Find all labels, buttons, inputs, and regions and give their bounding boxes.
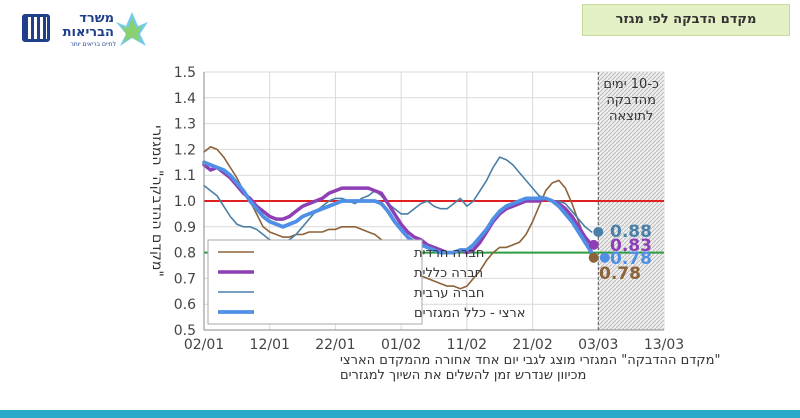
series-line-general <box>202 163 594 255</box>
endpoint-dot-national <box>599 252 610 263</box>
y-axis-label: "מקדם ההדבקה" המגזרי <box>149 125 165 277</box>
endpoint-label-arab: 0.88 <box>610 222 652 242</box>
chart-legend: חברה חרדית חברה כללית חברה ערבית ארצי - כלל… <box>207 239 525 325</box>
y-tick-label: 0.6 <box>174 297 196 313</box>
y-tick-label: 1.0 <box>174 194 196 210</box>
shaded-region-label: מהדבקה <box>606 93 656 108</box>
logo-org-name-line2: הבריאות <box>62 25 114 40</box>
y-tick-label: 1.2 <box>174 142 196 158</box>
shaded-region-label: כ-10 ימים <box>603 77 659 92</box>
y-tick-label: 0.9 <box>174 220 196 236</box>
x-tick-label: 02/01 <box>184 337 224 353</box>
y-tick-label: 1.1 <box>174 168 196 184</box>
bottom-accent-bar <box>0 410 800 418</box>
endpoint-label-national: 0.78 <box>610 249 652 269</box>
endpoint-label-general: 0.83 <box>610 236 652 256</box>
footnote: "מקדם ההדבקה" המגזרי מוצג לגבי יום אחד א… <box>340 353 760 383</box>
chart-axes: 0.5 0.6 0.7 0.8 0.9 1.0 1.1 1.2 1.3 1.4 1.5 02/01 12… <box>149 65 684 353</box>
menorah-emblem-icon <box>22 14 50 42</box>
endpoint-markers: 0.880.830.780.78 <box>588 222 652 284</box>
legend-label-haredi: חברה חרדית <box>414 246 484 261</box>
x-tick-label: 22/01 <box>315 337 355 353</box>
shaded-region-label: לתוצאה <box>609 109 653 124</box>
x-tick-label: 03/03 <box>578 337 618 353</box>
legend-box <box>207 239 423 325</box>
endpoint-label-haredi: 0.78 <box>599 264 641 284</box>
x-tick-label: 12/01 <box>250 337 290 353</box>
y-tick-label: 0.5 <box>174 323 196 339</box>
x-tick-label: 21/02 <box>512 337 552 353</box>
y-tick-label: 0.8 <box>174 246 196 262</box>
endpoint-dot-arab <box>593 226 604 237</box>
logo-tagline: לחיים בריאים יותר <box>70 41 116 48</box>
y-tick-label: 0.7 <box>174 271 196 287</box>
x-tick-label: 13/03 <box>644 337 684 353</box>
star-logo-icon <box>116 12 148 46</box>
logo-org-name: משרד הבריאות <box>58 12 114 40</box>
logo-org-name-line1: משרד <box>79 11 114 26</box>
series-line-arab <box>203 156 593 244</box>
page-title: מקדם הדבקה לפי מגזר <box>582 4 790 36</box>
footnote-line2: מכיוון שנדרש זמן להשלים את השיוך למגזרים <box>340 368 587 383</box>
legend-label-arab: חברה ערבית <box>414 286 484 301</box>
y-tick-label: 1.5 <box>174 65 196 81</box>
x-tick-label: 11/02 <box>447 337 487 353</box>
legend-label-national: ארצי - כלל המגזרים <box>414 306 525 321</box>
ministry-logo: משרד הבריאות לחיים בריאים יותר <box>22 8 148 50</box>
y-tick-label: 1.3 <box>174 117 196 133</box>
series-line-national <box>202 160 594 255</box>
legend-label-general: חברה כללית <box>414 266 483 281</box>
endpoint-dot-haredi <box>588 252 599 263</box>
endpoint-dot-general <box>588 239 599 250</box>
footnote-line1: "מקדם ההדבקה" המגזרי מוצג לגבי יום אחד א… <box>340 353 721 368</box>
y-tick-label: 1.4 <box>174 91 196 107</box>
x-tick-label: 01/02 <box>381 337 421 353</box>
series-lines <box>202 146 594 290</box>
